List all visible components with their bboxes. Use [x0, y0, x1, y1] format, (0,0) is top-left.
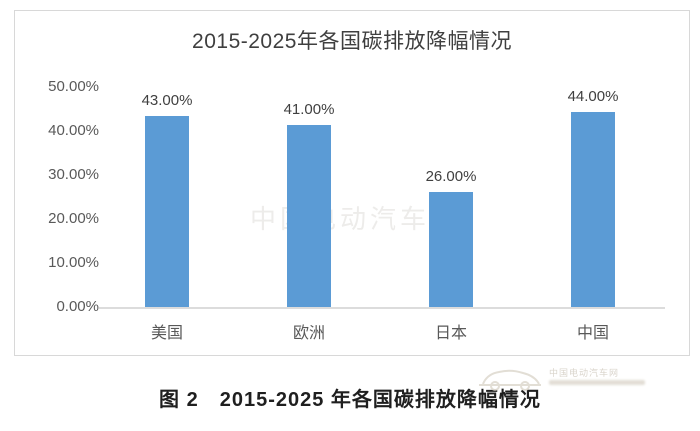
x-axis-label-japan: 日本	[434, 325, 467, 342]
bar-japan	[429, 192, 473, 307]
figure-caption: 图 2 2015-2025 年各国碳排放降幅情况	[159, 389, 541, 411]
x-axis-label-usa: 美国	[150, 325, 183, 342]
bar-value-label-china: 44.00%	[567, 88, 619, 105]
bar-china	[571, 112, 615, 307]
bar-europe	[287, 125, 331, 307]
y-axis-tick-50: 50.00%	[48, 78, 99, 95]
bar-usa	[145, 116, 189, 307]
bar-group-china: 44.00%	[553, 88, 633, 307]
bar-value-label-japan: 26.00%	[425, 168, 477, 185]
y-axis-tick-40: 40.00%	[48, 122, 99, 139]
x-axis-line	[99, 307, 665, 309]
bar-group-japan: 26.00%	[411, 168, 491, 307]
bar-value-label-europe: 41.00%	[283, 101, 335, 118]
y-axis-tick-20: 20.00%	[48, 210, 99, 227]
watermark-site-name: 中国电动汽车网	[549, 368, 620, 378]
bar-group-usa: 43.00%	[127, 92, 207, 307]
y-axis-tick-10: 10.00%	[48, 254, 99, 271]
chart-area: 2015-2025年各国碳排放降幅情况 50.00% 40.00% 30.00%…	[14, 10, 690, 356]
x-axis-label-china: 中国	[576, 325, 609, 342]
x-axis-label-europe: 欧洲	[292, 325, 325, 342]
bar-group-europe: 41.00%	[269, 101, 349, 307]
bar-value-label-usa: 43.00%	[141, 92, 193, 109]
y-axis-tick-0: 0.00%	[56, 298, 99, 315]
y-axis-tick-30: 30.00%	[48, 166, 99, 183]
chart-title: 2015-2025年各国碳排放降幅情况	[192, 30, 512, 53]
